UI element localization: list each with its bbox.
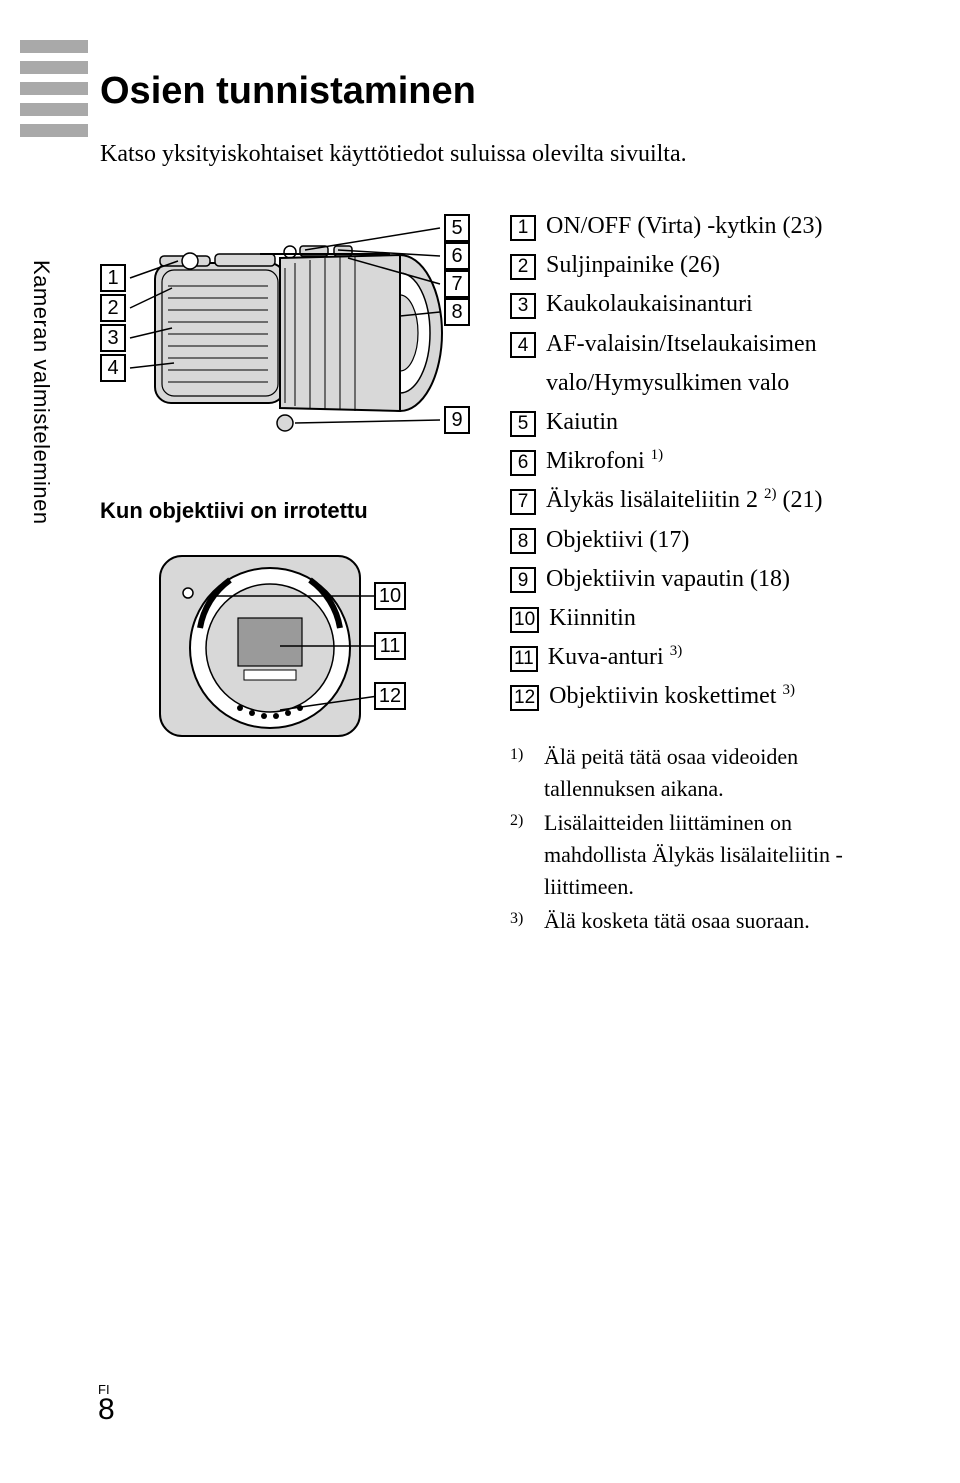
part-item: 4 AF-valaisin/Itselaukaisimen	[510, 326, 880, 363]
callout-10: 10	[374, 582, 406, 610]
part-number-box: 6	[510, 450, 536, 476]
camera-front-figure: 1 2 3 4 5 6 7 8 9	[100, 208, 470, 468]
footnote-text: Älä kosketa tätä osaa suoraan.	[544, 905, 880, 937]
footnote-mark: 1)	[510, 741, 536, 805]
part-number-box: 1	[510, 215, 536, 241]
callout-7: 7	[444, 270, 470, 298]
part-number-box: 11	[510, 646, 538, 672]
figures-column: 1 2 3 4 5 6 7 8 9 Kun objektiivi on irro…	[100, 208, 470, 939]
lens-mount-figure: 10 11 12	[140, 538, 400, 768]
parts-list: 1 ON/OFF (Virta) -kytkin (23) 2 Suljinpaini…	[510, 208, 880, 715]
part-label: Kuva-anturi 3)	[548, 639, 880, 676]
part-item: 12 Objektiivin koskettimet 3)	[510, 678, 880, 715]
footnote: 3)Älä kosketa tätä osaa suoraan.	[510, 905, 880, 937]
section-tab-label: Kameran valmisteleminen	[28, 260, 54, 525]
part-number-box: 9	[510, 567, 536, 593]
page-number: 8	[98, 1393, 115, 1427]
part-item: 9 Objektiivin vapautin (18)	[510, 561, 880, 598]
part-number-box: 4	[510, 332, 536, 358]
callout-12: 12	[374, 682, 406, 710]
part-number-box: 5	[510, 411, 536, 437]
part-item: 5 Kaiutin	[510, 404, 880, 441]
part-label: AF-valaisin/Itselaukaisimen	[546, 326, 880, 363]
part-item: valo/Hymysulkimen valo	[510, 365, 880, 402]
figure-caption-lens-removed: Kun objektiivi on irrotettu	[100, 498, 470, 524]
part-label: Älykäs lisälaiteliitin 2 2) (21)	[546, 482, 880, 519]
camera-front-illustration	[100, 208, 470, 468]
footnote-mark: 2)	[510, 807, 536, 903]
part-label: valo/Hymysulkimen valo	[510, 365, 880, 402]
decorative-bars	[20, 40, 88, 137]
part-number-box: 7	[510, 489, 536, 515]
callout-1: 1	[100, 264, 126, 292]
callout-4: 4	[100, 354, 126, 382]
part-number-box: 8	[510, 528, 536, 554]
part-label: ON/OFF (Virta) -kytkin (23)	[546, 208, 880, 245]
footnote-mark: 3)	[510, 905, 536, 937]
part-number-box: 3	[510, 293, 536, 319]
part-item: 6 Mikrofoni 1)	[510, 443, 880, 480]
callout-2: 2	[100, 294, 126, 322]
parts-list-column: 1 ON/OFF (Virta) -kytkin (23) 2 Suljinpaini…	[510, 208, 880, 939]
part-item: 2 Suljinpainike (26)	[510, 247, 880, 284]
part-item: 8 Objektiivi (17)	[510, 522, 880, 559]
part-label: Mikrofoni 1)	[546, 443, 880, 480]
part-item: 7 Älykäs lisälaiteliitin 2 2) (21)	[510, 482, 880, 519]
part-item: 10 Kiinnitin	[510, 600, 880, 637]
footnote-text: Lisälaitteiden liittäminen on mahdollist…	[544, 807, 880, 903]
part-label: Kaukolaukaisinanturi	[546, 286, 880, 323]
callout-6: 6	[444, 242, 470, 270]
part-label: Objektiivin vapautin (18)	[546, 561, 880, 598]
part-number-box: 12	[510, 685, 539, 711]
footnote-text: Älä peitä tätä osaa videoiden tallennuks…	[544, 741, 880, 805]
part-label: Kaiutin	[546, 404, 880, 441]
part-number-box: 10	[510, 607, 539, 633]
callout-11: 11	[374, 632, 406, 660]
page-subtitle: Katso yksityiskohtaiset käyttötiedot sul…	[100, 141, 880, 168]
part-item: 3 Kaukolaukaisinanturi	[510, 286, 880, 323]
part-item: 11 Kuva-anturi 3)	[510, 639, 880, 676]
footnote: 1)Älä peitä tätä osaa videoiden tallennu…	[510, 741, 880, 805]
content-columns: 1 2 3 4 5 6 7 8 9 Kun objektiivi on irro…	[100, 208, 880, 939]
page-title: Osien tunnistaminen	[100, 70, 880, 113]
callout-9: 9	[444, 406, 470, 434]
part-label: Kiinnitin	[549, 600, 880, 637]
part-label: Suljinpainike (26)	[546, 247, 880, 284]
page-footer: FI 8	[98, 1382, 115, 1427]
part-number-box: 2	[510, 254, 536, 280]
lens-mount-illustration	[140, 538, 400, 768]
callout-3: 3	[100, 324, 126, 352]
footnote: 2)Lisälaitteiden liittäminen on mahdolli…	[510, 807, 880, 903]
callout-5: 5	[444, 214, 470, 242]
part-label: Objektiivin koskettimet 3)	[549, 678, 880, 715]
part-item: 1 ON/OFF (Virta) -kytkin (23)	[510, 208, 880, 245]
page: Kameran valmisteleminen Osien tunnistami…	[0, 0, 960, 1483]
footnotes: 1)Älä peitä tätä osaa videoiden tallennu…	[510, 741, 880, 936]
callout-8: 8	[444, 298, 470, 326]
part-label: Objektiivi (17)	[546, 522, 880, 559]
